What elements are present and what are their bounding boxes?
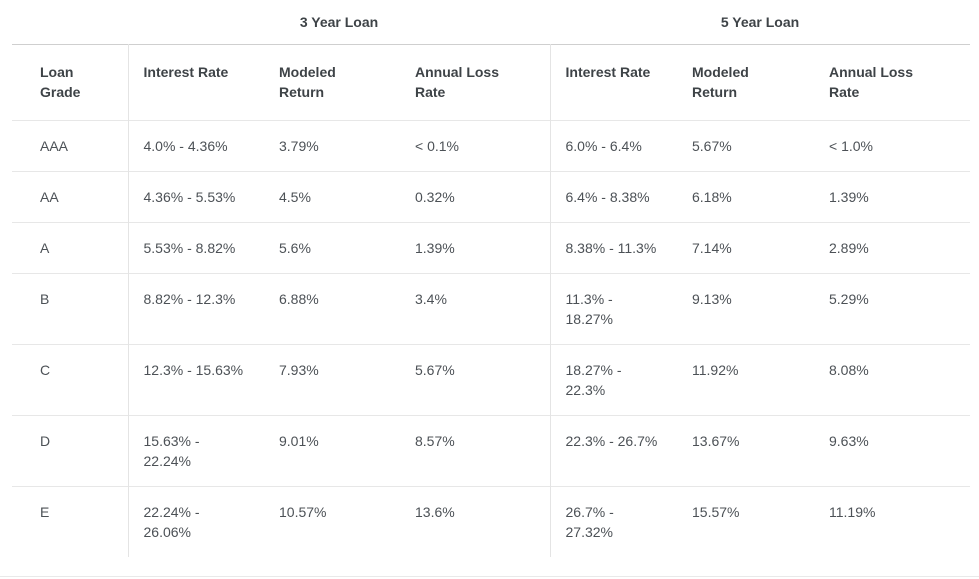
annual-loss-rate-5yr-cell: 2.89% xyxy=(814,222,970,274)
modeled-return-5yr-cell: 6.18% xyxy=(677,171,814,223)
col-header-interest-rate-5yr: Interest Rate xyxy=(549,44,677,121)
section-title-5-year-loan: 5 Year Loan xyxy=(720,14,800,30)
loan-grades-table: Loan Grade Interest Rate Modeled Return … xyxy=(12,44,970,557)
modeled-return-3yr-cell: 10.57% xyxy=(264,486,400,557)
loan-grade-cell: C xyxy=(12,344,128,416)
col-header-interest-rate-3yr-label: Interest Rate xyxy=(143,64,229,80)
loan-grade-cell: B xyxy=(12,273,128,345)
annual-loss-rate-5yr-cell: < 1.0% xyxy=(814,120,970,172)
annual-loss-rate-5yr-cell: 1.39% xyxy=(814,171,970,223)
interest-rate-3yr-value: 4.36% - 5.53% xyxy=(143,189,236,205)
annual-loss-rate-3yr-cell: 0.32% xyxy=(400,171,550,223)
annual-loss-rate-3yr-cell: 3.4% xyxy=(400,273,550,345)
modeled-return-3yr-cell: 7.93% xyxy=(264,344,400,416)
interest-rate-5yr-cell: 8.38% - 11.3% xyxy=(549,222,677,274)
table-row-d: D 15.63% - 22.24% 9.01% 8.57% 22.3% - 26… xyxy=(12,415,970,487)
interest-rate-5yr-value: 8.38% - 11.3% xyxy=(565,240,657,256)
interest-rate-3yr-cell: 22.24% - 26.06% xyxy=(127,486,264,557)
loan-grade-cell: A xyxy=(12,222,128,274)
interest-rate-5yr-cell: 22.3% - 26.7% xyxy=(549,415,677,487)
loan-grade-cell: E xyxy=(12,486,128,557)
annual-loss-rate-5yr-cell: 9.63% xyxy=(814,415,970,487)
col-header-modeled-return-5yr-label: Modeled Return xyxy=(692,64,749,100)
interest-rate-3yr-value: 12.3% - 15.63% xyxy=(143,362,244,378)
interest-rate-5yr-cell: 6.4% - 8.38% xyxy=(549,171,677,223)
col-header-annual-loss-rate-5yr-label: Annual Loss Rate xyxy=(829,64,914,100)
annual-loss-rate-5yr-cell: 8.08% xyxy=(814,344,970,416)
interest-rate-3yr-cell: 12.3% - 15.63% xyxy=(127,344,264,416)
modeled-return-5yr-cell: 9.13% xyxy=(677,273,814,345)
header-row: Loan Grade Interest Rate Modeled Return … xyxy=(12,44,970,121)
interest-rate-5yr-cell: 18.27% - 22.3% xyxy=(549,344,677,416)
table-row-e: E 22.24% - 26.06% 10.57% 13.6% 26.7% - 2… xyxy=(12,486,970,557)
col-header-loan-grade: Loan Grade xyxy=(12,45,128,121)
loan-grade-cell: AAA xyxy=(12,120,128,172)
section-titles-row: 3 Year Loan 5 Year Loan xyxy=(12,0,970,44)
col-header-annual-loss-rate-3yr-label: Annual Loss Rate xyxy=(415,64,500,100)
interest-rate-3yr-cell: 8.82% - 12.3% xyxy=(127,273,264,345)
col-header-modeled-return-5yr: Modeled Return xyxy=(677,45,814,121)
modeled-return-3yr-cell: 5.6% xyxy=(264,222,400,274)
interest-rate-3yr-value: 5.53% - 8.82% xyxy=(143,240,236,256)
col-header-interest-rate-3yr: Interest Rate xyxy=(127,44,264,121)
modeled-return-5yr-cell: 7.14% xyxy=(677,222,814,274)
table-row-aa: AA 4.36% - 5.53% 4.5% 0.32% 6.4% - 8.38%… xyxy=(12,171,970,223)
interest-rate-5yr-value: 26.7% - 27.32% xyxy=(565,504,614,540)
table-row-c: C 12.3% - 15.63% 7.93% 5.67% 18.27% - 22… xyxy=(12,344,970,416)
modeled-return-5yr-cell: 11.92% xyxy=(677,344,814,416)
interest-rate-3yr-value: 15.63% - 22.24% xyxy=(143,433,200,469)
table-row-a: A 5.53% - 8.82% 5.6% 1.39% 8.38% - 11.3%… xyxy=(12,222,970,274)
interest-rate-3yr-cell: 4.0% - 4.36% xyxy=(127,120,264,172)
annual-loss-rate-3yr-cell: 8.57% xyxy=(400,415,550,487)
interest-rate-5yr-cell: 26.7% - 27.32% xyxy=(549,486,677,557)
table-wrapper: 3 Year Loan 5 Year Loan Loan Grade Inter… xyxy=(12,0,970,557)
modeled-return-3yr-cell: 6.88% xyxy=(264,273,400,345)
interest-rate-5yr-value: 18.27% - 22.3% xyxy=(565,362,622,398)
modeled-return-5yr-cell: 15.57% xyxy=(677,486,814,557)
interest-rate-5yr-cell: 6.0% - 6.4% xyxy=(549,120,677,172)
interest-rate-3yr-cell: 15.63% - 22.24% xyxy=(127,415,264,487)
modeled-return-3yr-cell: 9.01% xyxy=(264,415,400,487)
table-row-b: B 8.82% - 12.3% 6.88% 3.4% 11.3% - 18.27… xyxy=(12,273,970,345)
interest-rate-3yr-value: 8.82% - 12.3% xyxy=(143,291,236,307)
col-header-interest-rate-5yr-label: Interest Rate xyxy=(565,64,651,80)
col-header-modeled-return-3yr: Modeled Return xyxy=(264,45,400,121)
annual-loss-rate-3yr-cell: < 0.1% xyxy=(400,120,550,172)
modeled-return-3yr-cell: 3.79% xyxy=(264,120,400,172)
modeled-return-3yr-cell: 4.5% xyxy=(264,171,400,223)
loan-grade-cell: D xyxy=(12,415,128,487)
col-header-annual-loss-rate-5yr: Annual Loss Rate xyxy=(814,45,970,121)
interest-rate-5yr-value: 6.0% - 6.4% xyxy=(565,138,642,154)
interest-rate-3yr-value: 4.0% - 4.36% xyxy=(143,138,228,154)
annual-loss-rate-3yr-cell: 1.39% xyxy=(400,222,550,274)
modeled-return-5yr-cell: 5.67% xyxy=(677,120,814,172)
annual-loss-rate-5yr-cell: 11.19% xyxy=(814,486,970,557)
annual-loss-rate-5yr-cell: 5.29% xyxy=(814,273,970,345)
col-header-loan-grade-label: Loan Grade xyxy=(40,64,81,100)
interest-rate-5yr-value: 6.4% - 8.38% xyxy=(565,189,650,205)
interest-rate-3yr-cell: 5.53% - 8.82% xyxy=(127,222,264,274)
section-title-3-year-loan: 3 Year Loan xyxy=(299,14,379,30)
col-header-modeled-return-3yr-label: Modeled Return xyxy=(279,64,336,100)
col-header-annual-loss-rate-3yr: Annual Loss Rate xyxy=(400,45,550,121)
interest-rate-3yr-value: 22.24% - 26.06% xyxy=(143,504,200,540)
annual-loss-rate-3yr-cell: 5.67% xyxy=(400,344,550,416)
interest-rate-5yr-value: 22.3% - 26.7% xyxy=(565,433,658,449)
bottom-divider xyxy=(0,576,979,577)
loan-grade-cell: AA xyxy=(12,171,128,223)
table-row-aaa: AAA 4.0% - 4.36% 3.79% < 0.1% 6.0% - 6.4… xyxy=(12,120,970,172)
annual-loss-rate-3yr-cell: 13.6% xyxy=(400,486,550,557)
interest-rate-3yr-cell: 4.36% - 5.53% xyxy=(127,171,264,223)
interest-rate-5yr-cell: 11.3% - 18.27% xyxy=(549,273,677,345)
modeled-return-5yr-cell: 13.67% xyxy=(677,415,814,487)
interest-rate-5yr-value: 11.3% - 18.27% xyxy=(565,291,613,327)
